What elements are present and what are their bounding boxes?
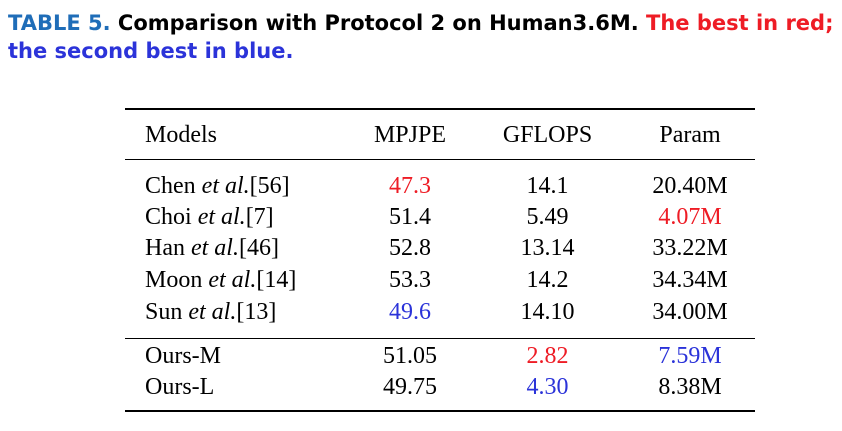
top-rule xyxy=(125,108,755,110)
table-row: Choi et al.[7] 51.4 5.49 4.07M xyxy=(0,202,842,232)
gflops-value: 14.10 xyxy=(520,299,575,325)
param-value: 33.22M xyxy=(652,235,728,261)
mpjpe-value: 51.05 xyxy=(383,343,437,369)
mpjpe-value: 49.75 xyxy=(383,374,437,400)
param-value: 8.38M xyxy=(658,374,722,400)
model-name: Choi et al.[7] xyxy=(145,204,274,230)
best-note: The best in red; xyxy=(646,11,834,35)
table-row: Ours-L 49.75 4.30 8.38M xyxy=(0,372,842,402)
header-models: Models xyxy=(145,122,217,148)
table-caption: TABLE 5. Comparison with Protocol 2 on H… xyxy=(8,9,838,65)
gflops-value: 2.82 xyxy=(526,343,569,369)
gflops-value: 4.30 xyxy=(526,374,569,400)
gflops-value: 14.2 xyxy=(526,267,569,293)
gflops-value: 5.49 xyxy=(526,204,569,230)
ours-rule xyxy=(125,338,755,339)
header-param: Param xyxy=(659,122,721,148)
model-name: Ours-L xyxy=(145,374,215,400)
table-row: Chen et al.[56] 47.3 14.1 20.40M xyxy=(0,171,842,201)
param-value: 20.40M xyxy=(652,173,728,199)
header-gflops: GFLOPS xyxy=(502,122,593,148)
model-name: Han et al.[46] xyxy=(145,235,279,261)
model-name: Chen et al.[56] xyxy=(145,173,290,199)
second-best-note: the second best in blue. xyxy=(8,39,294,63)
mpjpe-value: 47.3 xyxy=(389,173,431,199)
bottom-rule xyxy=(125,410,755,412)
table-title: Comparison with Protocol 2 on Human3.6M. xyxy=(117,11,639,35)
gflops-value: 13.14 xyxy=(520,235,575,261)
param-value: 7.59M xyxy=(658,343,722,369)
param-value: 34.34M xyxy=(652,267,728,293)
mpjpe-value: 49.6 xyxy=(389,299,431,325)
table-row: Han et al.[46] 52.8 13.14 33.22M xyxy=(0,233,842,263)
table-row: Sun et al.[13] 49.6 14.10 34.00M xyxy=(0,297,842,327)
table-number: TABLE 5. xyxy=(8,11,111,35)
table-row: Ours-M 51.05 2.82 7.59M xyxy=(0,341,842,371)
param-value: 4.07M xyxy=(658,204,722,230)
model-name: Ours-M xyxy=(145,343,221,369)
gflops-value: 14.1 xyxy=(526,173,569,199)
model-name: Sun et al.[13] xyxy=(145,299,277,325)
model-name: Moon et al.[14] xyxy=(145,267,297,293)
mpjpe-value: 51.4 xyxy=(389,204,431,230)
param-value: 34.00M xyxy=(652,299,728,325)
mpjpe-value: 52.8 xyxy=(389,235,431,261)
mpjpe-value: 53.3 xyxy=(389,267,431,293)
header-mpjpe: MPJPE xyxy=(373,122,447,148)
header-row: Models MPJPE GFLOPS Param xyxy=(0,120,842,150)
header-rule xyxy=(125,159,755,160)
table-row: Moon et al.[14] 53.3 14.2 34.34M xyxy=(0,265,842,295)
